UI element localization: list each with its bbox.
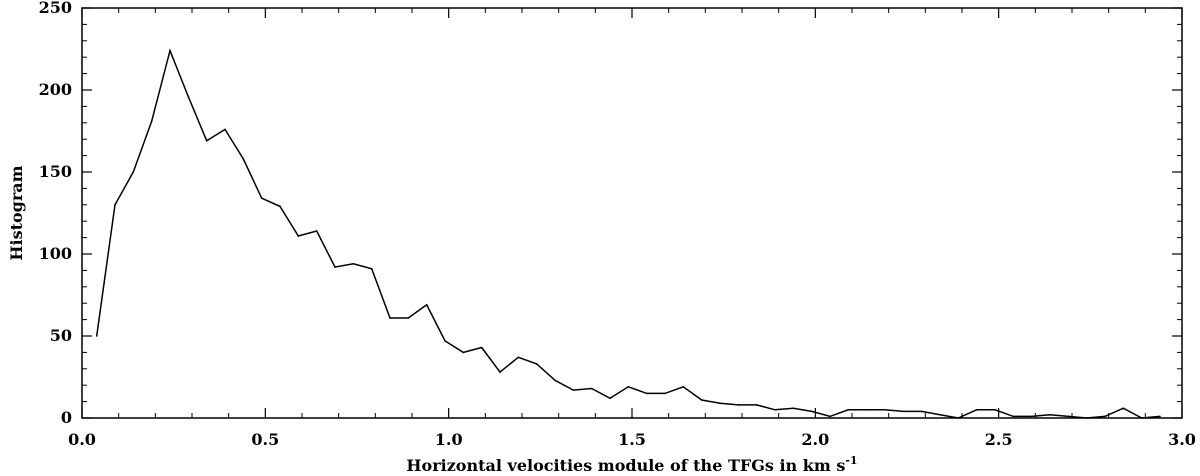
histogram-point: [682, 386, 685, 388]
histogram-point: [1030, 415, 1033, 418]
histogram-point: [737, 404, 740, 406]
y-axis-title: Histogram: [7, 165, 26, 260]
x-tick-labels: 0.0 0.5 1.0 1.5 2.0 2.5 3.0: [68, 430, 1196, 449]
x-tick-label: 0.0: [68, 430, 96, 449]
histogram-point: [1159, 415, 1161, 418]
histogram-point: [939, 413, 941, 416]
histogram-point: [755, 404, 758, 406]
histogram-point: [865, 409, 868, 411]
histogram-point: [297, 235, 300, 237]
histogram-point: [1049, 413, 1051, 416]
plot-frame: [81, 7, 1183, 419]
histogram-line: [95, 48, 1161, 419]
histogram-point: [1085, 417, 1088, 419]
histogram-point: [719, 402, 721, 405]
histogram-point: [645, 392, 648, 395]
histogram-point: [554, 379, 556, 382]
histogram-point: [1012, 415, 1015, 418]
histogram-point: [114, 204, 116, 206]
histogram-point: [847, 409, 850, 411]
histogram-point: [407, 317, 410, 319]
x-axis-title-exponent: -1: [845, 454, 857, 467]
y-tick-label: 0: [61, 408, 72, 427]
histogram-point: [425, 304, 428, 306]
histogram-point: [792, 407, 795, 410]
histogram-point: [480, 346, 483, 349]
x-tick-label: 1.5: [618, 430, 646, 449]
histogram-point: [517, 356, 520, 359]
histogram-point: [334, 266, 336, 268]
histogram-point: [150, 120, 153, 122]
axis-ticks: [81, 7, 1183, 419]
histogram-point: [1104, 415, 1106, 418]
histogram-point: [902, 410, 905, 413]
y-tick-labels: 0 50 100 150 200 250: [39, 0, 72, 427]
histogram-point: [829, 415, 831, 418]
histogram-point: [370, 268, 373, 270]
histogram-point: [1122, 407, 1125, 410]
histogram-point: [774, 409, 776, 411]
histogram-point: [95, 335, 98, 337]
x-tick-label: 2.5: [985, 430, 1013, 449]
histogram-point: [187, 95, 190, 98]
x-axis-title: Horizontal velocities module of the TFGs…: [406, 454, 857, 475]
histogram-point: [627, 386, 630, 388]
histogram-point: [389, 317, 391, 319]
histogram-point: [499, 371, 501, 373]
histogram-point: [920, 410, 923, 413]
histogram-point: [572, 389, 575, 391]
histogram-point: [132, 171, 135, 173]
histogram-point: [590, 387, 593, 390]
x-tick-label: 0.5: [251, 430, 279, 449]
y-tick-label: 150: [39, 162, 72, 181]
x-tick-label: 1.0: [435, 430, 463, 449]
histogram-point: [1067, 415, 1070, 418]
y-tick-label: 100: [39, 244, 72, 263]
histogram-point: [315, 230, 318, 232]
histogram-point: [810, 410, 813, 413]
histogram-point: [169, 49, 171, 52]
y-tick-label: 50: [50, 326, 72, 345]
histogram-point: [352, 263, 355, 265]
y-tick-label: 250: [39, 0, 72, 17]
histogram-point: [994, 409, 996, 411]
x-axis-title-text: Horizontal velocities module of the TFGs…: [406, 456, 845, 475]
histogram-point: [260, 197, 263, 199]
histogram-point: [700, 399, 703, 401]
histogram-point: [957, 417, 960, 419]
histogram-point: [535, 363, 538, 365]
histogram-point: [444, 340, 446, 342]
histogram-point: [975, 409, 978, 411]
histogram-point: [224, 128, 226, 131]
histogram-point: [242, 158, 245, 160]
histogram-point: [609, 397, 611, 400]
histogram-point: [1140, 417, 1143, 419]
x-tick-label: 2.0: [801, 430, 829, 449]
histogram-points: [95, 49, 1161, 419]
y-tick-label: 200: [39, 80, 72, 99]
x-tick-label: 3.0: [1168, 430, 1196, 449]
histogram-point: [884, 409, 886, 411]
histogram-point: [462, 351, 465, 354]
histogram-point: [205, 140, 208, 142]
histogram-point: [279, 205, 281, 208]
histogram-point: [664, 392, 666, 395]
